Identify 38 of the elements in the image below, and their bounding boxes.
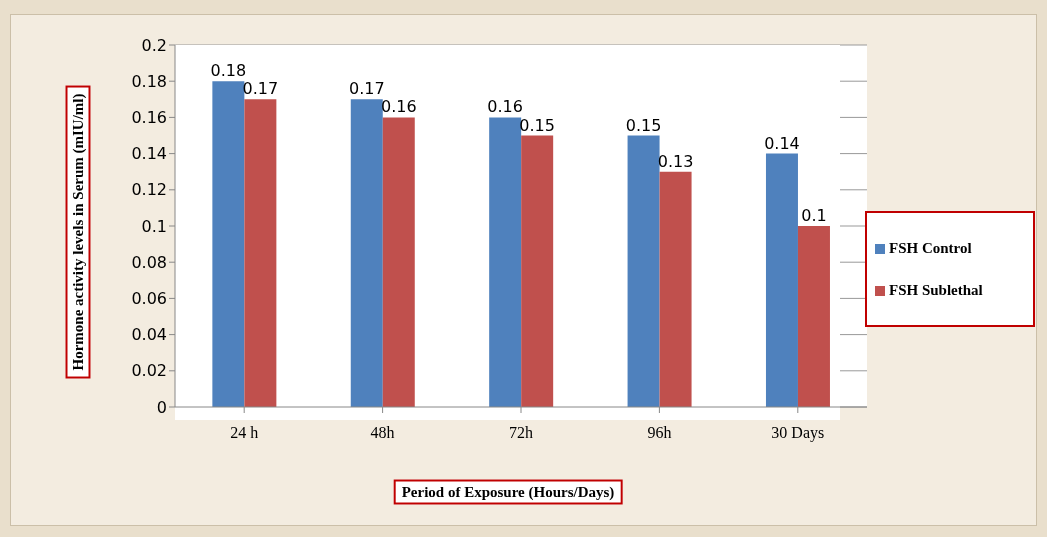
bar xyxy=(212,81,245,407)
y-tick-label: 0.16 xyxy=(131,108,167,128)
bar xyxy=(489,117,522,407)
data-label: 0.18 xyxy=(210,61,247,81)
x-tick-label: 24 h xyxy=(230,424,259,442)
data-label: 0.13 xyxy=(657,151,694,171)
legend-label: FSH Sublethal xyxy=(889,281,983,298)
bar xyxy=(765,153,798,407)
bar xyxy=(521,135,554,407)
data-label: 0.1 xyxy=(801,206,827,225)
y-tick-label: 0.12 xyxy=(131,180,167,200)
y-tick-label: 0.06 xyxy=(131,289,167,309)
legend-label: FSH Control xyxy=(889,239,972,256)
x-tick-label: 96h xyxy=(647,424,672,442)
data-label: 0.17 xyxy=(348,79,385,99)
y-tick-label: 0.14 xyxy=(131,144,167,164)
bar xyxy=(627,135,660,407)
bar xyxy=(244,99,277,407)
x-tick-label: 30 Days xyxy=(771,424,825,443)
bar xyxy=(382,117,415,407)
data-label: 0.16 xyxy=(380,97,417,117)
x-tick-label: 72h xyxy=(509,424,533,442)
data-label: 0.14 xyxy=(764,133,800,153)
bar xyxy=(659,171,692,407)
y-tick-label: 0.18 xyxy=(131,71,167,91)
y-tick-label: 0.1 xyxy=(141,216,167,236)
y-tick-label: 0.08 xyxy=(131,252,167,272)
x-axis-title: Period of Exposure (Hours/Days) xyxy=(393,479,623,505)
y-tick-label: 0.02 xyxy=(131,361,167,381)
data-label: 0.15 xyxy=(625,115,662,135)
y-axis-title: Hormone activity levels in Serum (mIU/ml) xyxy=(65,85,91,379)
data-label: 0.16 xyxy=(487,97,523,117)
y-tick-label: 0 xyxy=(156,397,167,417)
bar xyxy=(797,226,830,407)
bar xyxy=(350,99,383,407)
y-tick-label: 0.04 xyxy=(131,325,167,345)
y-tick-label: 0.2 xyxy=(141,35,167,55)
x-tick-label: 48h xyxy=(370,424,395,442)
